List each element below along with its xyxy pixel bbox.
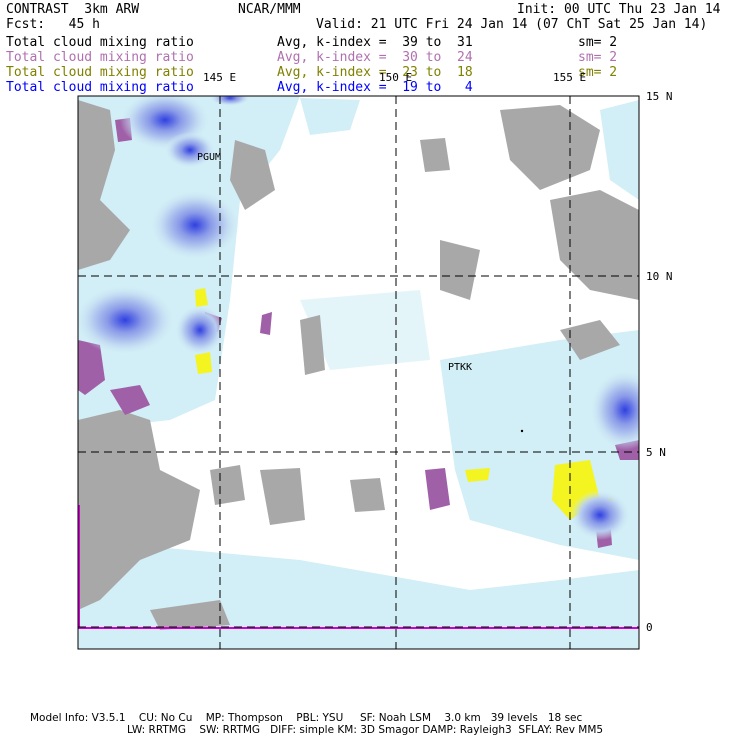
- model-info-line-2: LW: RRTMG SW: RRTMG DIFF: simple KM: 3D …: [127, 724, 604, 736]
- field-kindex-3: Avg, k-index = 23 to 18: [277, 65, 473, 80]
- organization: NCAR/MMM: [238, 2, 301, 17]
- field-kindex-2: Avg, k-index = 30 to 24: [277, 50, 473, 65]
- lat-lon-grid: [78, 95, 639, 649]
- map-field-layer: [78, 96, 639, 649]
- field-name-3: Total cloud mixing ratio: [6, 65, 194, 80]
- field-sm-1: sm= 2: [578, 35, 618, 50]
- field-sm-2: sm= 2: [578, 50, 618, 65]
- lat-label-15n: 15 N: [646, 90, 673, 103]
- field-kindex-1: Avg, k-index = 39 to 31: [277, 35, 473, 50]
- ptkk-marker: [520, 429, 524, 433]
- field-name-2: Total cloud mixing ratio: [6, 50, 194, 65]
- dense-cloud-cores: [78, 96, 639, 540]
- domain-boundary: [78, 505, 639, 629]
- model-title: CONTRAST 3km ARW: [6, 2, 140, 17]
- field-name-4: Total cloud mixing ratio: [6, 80, 194, 95]
- station-label-ptkk: PTKK: [448, 362, 473, 373]
- forecast-hour: Fcst: 45 h: [6, 17, 100, 32]
- grey-cloud-areas: [78, 100, 639, 630]
- lat-label-0: 0: [646, 621, 653, 634]
- station-label-pgum: PGUM: [197, 152, 222, 163]
- lat-label-10n: 10 N: [646, 270, 673, 283]
- lat-label-5n: 5 N: [646, 446, 666, 459]
- lon-label-150e: 150 E: [379, 71, 413, 84]
- valid-time: Valid: 21 UTC Fri 24 Jan 14 (07 ChT Sat …: [316, 17, 708, 32]
- field-name-1: Total cloud mixing ratio: [6, 35, 194, 50]
- model-info-line-1: Model Info: V3.5.1 CU: No Cu MP: Thompso…: [30, 712, 583, 724]
- lon-label-145e: 145 E: [203, 71, 237, 84]
- field-sm-3: sm= 2: [578, 65, 618, 80]
- field-kindex-4: Avg, k-index = 19 to 4: [277, 80, 473, 95]
- lon-label-155e: 155 E: [553, 71, 587, 84]
- init-time: Init: 00 UTC Thu 23 Jan 14: [517, 2, 721, 17]
